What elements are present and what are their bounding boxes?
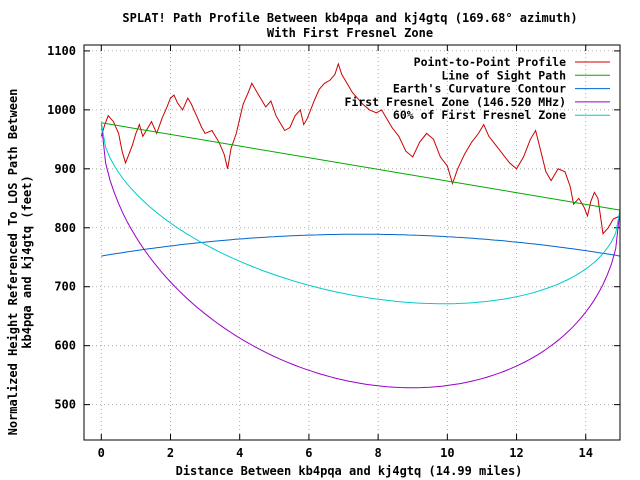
y-tick-label: 700 (54, 280, 76, 294)
y-axis-label-line1: Normalized Height Referenced To LOS Path… (6, 89, 20, 436)
series-line-1 (101, 122, 621, 211)
legend-label-1: Line of Sight Path (441, 68, 566, 82)
x-tick-label: 0 (98, 446, 105, 460)
y-tick-label: 500 (54, 398, 76, 412)
series-line-0 (100, 62, 621, 235)
legend-label-3: First Fresnel Zone (146.520 MHz) (344, 95, 566, 109)
x-tick-label: 4 (236, 446, 243, 460)
y-tick-label: 900 (54, 162, 76, 176)
legend-label-2: Earth's Curvature Contour (393, 82, 566, 96)
y-tick-label: 1100 (47, 44, 76, 58)
y-tick-label: 800 (54, 221, 76, 235)
x-tick-label: 2 (167, 446, 174, 460)
series-line-2 (101, 233, 621, 257)
x-tick-label: 12 (509, 446, 523, 460)
x-tick-label: 10 (440, 446, 454, 460)
grid (84, 45, 620, 440)
y-tick-label: 1000 (47, 103, 76, 117)
y-axis-label-line2: kb4pqa and kj4gtq (feet) (20, 175, 34, 348)
legend-label-4: 60% of First Fresnel Zone (393, 108, 566, 122)
series-layer (100, 62, 621, 389)
x-axis-label: Distance Between kb4pqa and kj4gtq (14.9… (176, 464, 523, 478)
series-line-4 (100, 122, 621, 305)
x-tick-label: 8 (375, 446, 382, 460)
plot-frame (83, 44, 621, 441)
y-tick-label: 600 (54, 339, 76, 353)
legend-label-0: Point-to-Point Profile (414, 55, 566, 69)
x-tick-label: 14 (579, 446, 593, 460)
x-tick-label: 6 (305, 446, 312, 460)
axis-ticks: 0 2 4 6 8 10 12 14 500 600 700 800 900 1000 1100 (47, 44, 620, 460)
series-line-3 (100, 122, 621, 389)
chart-subtitle: With First Fresnel Zone (267, 26, 433, 40)
chart-title: SPLAT! Path Profile Between kb4pqa and k… (122, 11, 577, 25)
